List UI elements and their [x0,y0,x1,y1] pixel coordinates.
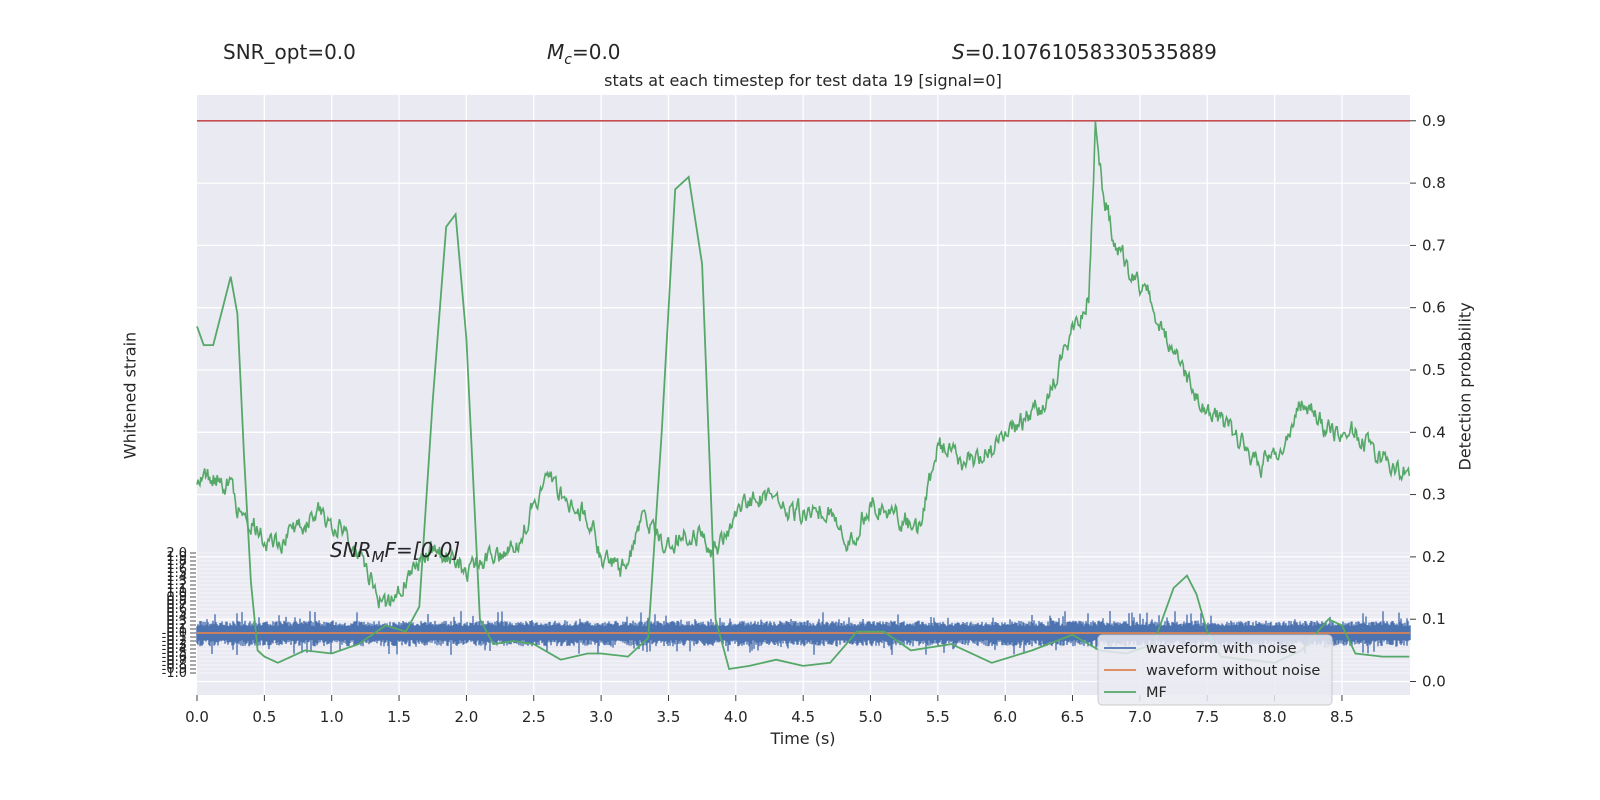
chirp-mass-label: Mc=0.0 [547,40,621,68]
x-tick-label: 6.5 [1061,708,1085,726]
snr-mf-main: SNR [330,538,372,562]
left-tick-label: 0.6 [166,602,187,617]
statistic-s-symbol: S [952,40,965,64]
right-tick-label: 0.8 [1422,174,1446,192]
x-tick-label: 4.0 [724,708,748,726]
right-tick-label: 0.4 [1422,423,1446,441]
x-tick-label: 1.5 [387,708,411,726]
legend-label: MF [1146,685,1167,701]
left-tick-label: 1.9 [166,550,187,565]
left-tick-label: 0.5 [166,606,187,621]
x-tick-label: 5.0 [859,708,883,726]
right-tick-label: 0.0 [1422,673,1446,691]
left-tick-label: 1.7 [166,558,187,573]
chirp-mass-value: =0.0 [571,40,621,64]
left-tick-label: -0.4 [162,642,187,657]
left-tick-label: -0.6 [162,650,187,665]
x-axis-label: Time (s) [770,729,836,748]
x-tick-label: 0.5 [252,708,276,726]
right-tick-label: 0.2 [1422,548,1446,566]
statistic-s-value: =0.10761058330535889 [964,40,1217,64]
left-tick-label: -0.5 [162,646,187,661]
right-tick-label: 0.1 [1422,610,1446,628]
statistic-s-label: S=0.10761058330535889 [952,40,1217,64]
x-tick-label: 7.5 [1195,708,1219,726]
left-tick-label: 0.2 [166,618,187,633]
right-tick-label: 0.5 [1422,361,1446,379]
x-tick-label: 2.5 [522,708,546,726]
chirp-mass-subscript: c [564,52,572,68]
x-tick-label: 8.0 [1263,708,1287,726]
left-tick-label: -0.9 [162,662,187,677]
x-tick-label: 2.0 [454,708,478,726]
left-tick-label: -0.1 [162,630,187,645]
snr-mf-annotation: SNRMF=[0.0] [330,538,460,566]
left-tick-label: 1.4 [166,570,187,585]
x-axis-ticks: 0.0 0.5 1.0 1.5 2.0 2.5 3.0 3.5 4.0 4.5 5.0 5.5 6.0 6… [185,695,1354,726]
x-tick-label: 8.5 [1330,708,1354,726]
left-tick-label: 0.3 [166,614,187,629]
right-tick-label: 0.6 [1422,299,1446,317]
x-tick-label: 5.5 [926,708,950,726]
left-tick-label: 1.5 [166,566,187,581]
left-tick-label: 1.1 [166,582,187,597]
detection-probability-line [196,121,1411,609]
left-tick-label: 0.8 [166,594,187,609]
left-tick-label: 1.2 [166,578,187,593]
left-tick-label: 0.1 [166,622,187,637]
snr-mf-rest: F=[0.0] [384,538,461,562]
left-tick-label: 1.6 [166,562,187,577]
series-detection-probability [196,121,1411,609]
legend-label: waveform with noise [1146,641,1297,657]
legend-box [1097,634,1333,706]
left-y-axis-label: Whitened strain [120,331,140,460]
right-y-axis-label: Detection probability [1455,302,1475,471]
left-tick-label: -0.8 [162,658,187,673]
left-tick-label: 0.4 [166,610,187,625]
left-tick-label: -1.0 [162,666,187,681]
x-tick-label: 3.5 [657,708,681,726]
left-tick-label: 1.0 [166,586,187,601]
snr-mf-subscript: M [371,548,385,566]
right-tick-label: 0.9 [1422,112,1446,130]
snr-opt-label: SNR_opt=0.0 [223,40,356,64]
left-tick-label: 2.0 [166,546,187,561]
x-tick-label: 3.0 [589,708,613,726]
left-tick-label: -0.2 [162,634,187,649]
left-tick-label: -0.7 [162,654,187,669]
right-tick-label: 0.7 [1422,236,1446,254]
right-tick-label: 0.3 [1422,486,1446,504]
right-axis-ticks: 0.0 0.1 0.2 0.3 0.4 0.5 0.6 0.7 0.8 0.9 [1410,112,1446,691]
series-mf [196,175,1410,671]
left-tick-label: -0.0 [162,626,187,641]
x-tick-label: 1.0 [320,708,344,726]
left-tick-label: 1.8 [166,554,187,569]
legend-label: waveform without noise [1146,663,1320,679]
x-tick-label: 0.0 [185,708,209,726]
chart-title: stats at each timestep for test data 19 … [604,71,1002,90]
x-tick-label: 6.0 [993,708,1017,726]
left-axis: -1.0-0.9-0.8-0.7-0.6-0.5-0.4-0.3-0.2-0.1… [162,546,196,681]
left-tick-label: -0.3 [162,638,187,653]
left-tick-label: 0.7 [166,598,187,613]
legend: waveform with noise waveform without nois… [1097,634,1333,706]
x-tick-label: 7.0 [1128,708,1152,726]
x-tick-label: 4.5 [791,708,815,726]
left-tick-label: 0.9 [166,590,187,605]
mf-line [196,175,1410,671]
chirp-mass-symbol: M [547,40,565,64]
left-tick-label: 1.3 [166,574,187,589]
